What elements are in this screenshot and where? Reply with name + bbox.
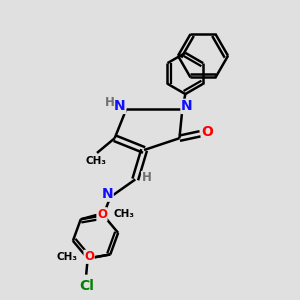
Text: O: O — [84, 250, 94, 263]
Text: N: N — [114, 99, 126, 113]
Text: H: H — [142, 172, 152, 184]
Text: O: O — [202, 125, 213, 139]
Text: CH₃: CH₃ — [57, 252, 78, 262]
Text: O: O — [97, 208, 107, 221]
Text: Cl: Cl — [79, 279, 94, 293]
Text: CH₃: CH₃ — [113, 209, 134, 219]
Text: N: N — [181, 99, 193, 113]
Text: H: H — [105, 96, 115, 109]
Text: CH₃: CH₃ — [85, 157, 106, 166]
Text: N: N — [101, 187, 113, 201]
